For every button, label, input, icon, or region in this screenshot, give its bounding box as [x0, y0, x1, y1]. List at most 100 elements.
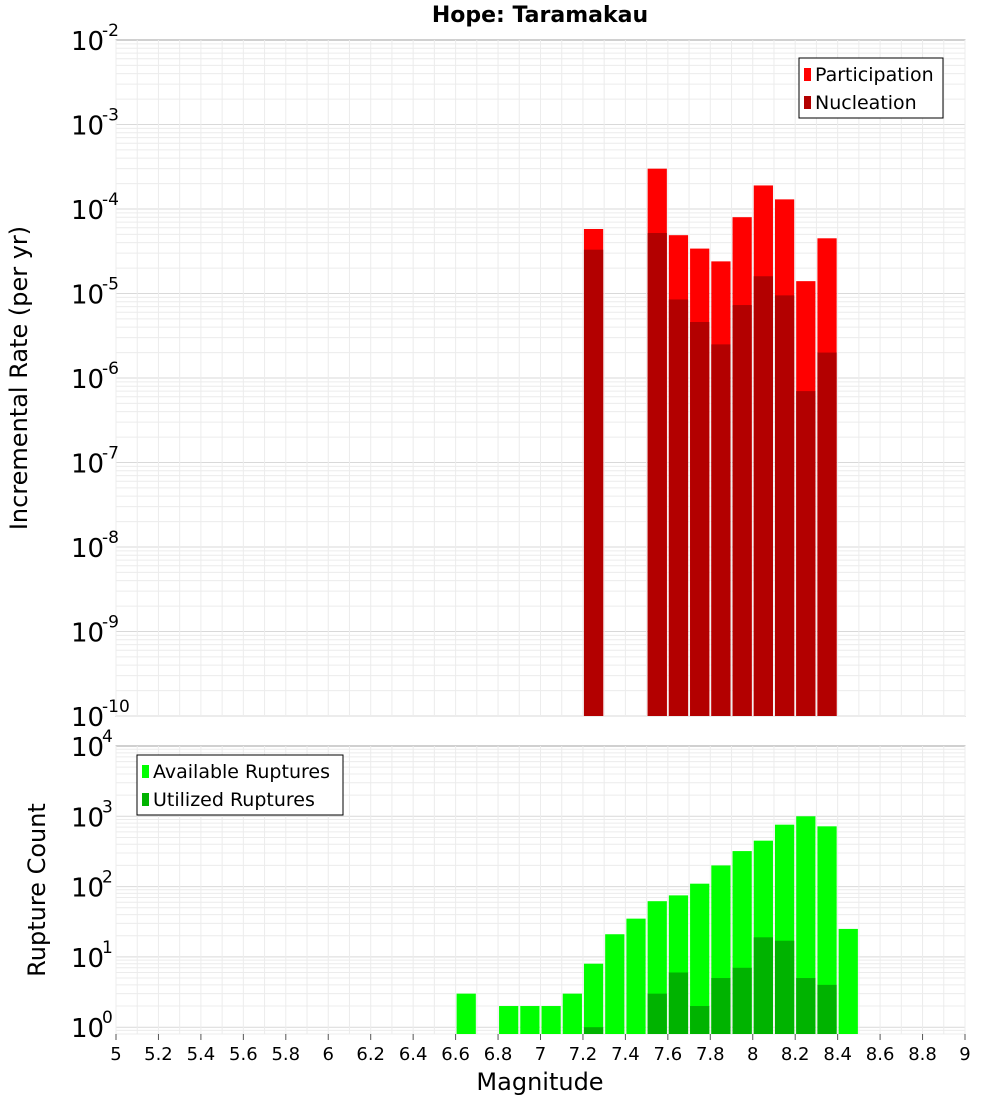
- y-tick-base: 10: [71, 450, 104, 480]
- x-tick-label: 8.6: [866, 1044, 895, 1065]
- chart-title: Hope: Taramakau: [432, 3, 648, 28]
- x-tick-label: 6: [323, 1044, 334, 1065]
- legend-label: Available Ruptures: [153, 761, 330, 783]
- bar-nucleation: [774, 295, 795, 716]
- bar-available-ruptures: [520, 1006, 540, 1034]
- bar-nucleation: [690, 321, 710, 716]
- x-tick-label: 5.4: [187, 1044, 216, 1065]
- y-tick-base: 10: [71, 944, 104, 974]
- x-tick-label: 7.2: [569, 1044, 598, 1065]
- bar-utilized-ruptures: [817, 984, 837, 1034]
- x-tick-label: 5: [110, 1044, 121, 1065]
- y-tick: 10-8: [71, 528, 119, 564]
- y-tick-base: 10: [71, 196, 104, 226]
- y-tick-exponent: -10: [102, 697, 130, 717]
- x-tick-label: 5.6: [229, 1044, 258, 1065]
- bar-available-ruptures: [541, 1006, 561, 1034]
- bar-utilized-ruptures: [774, 940, 795, 1034]
- y-tick-base: 10: [71, 874, 104, 904]
- y-tick-exponent: -7: [102, 444, 119, 464]
- y-tick-base: 10: [71, 112, 104, 142]
- bar-utilized-ruptures: [583, 1027, 604, 1034]
- y-tick: 10-7: [71, 444, 119, 480]
- y-tick: 10-2: [71, 21, 119, 57]
- bar-available-ruptures: [456, 993, 476, 1034]
- bar-utilized-ruptures: [796, 978, 816, 1034]
- bar-available-ruptures: [690, 883, 710, 1034]
- bar-nucleation: [753, 276, 773, 716]
- x-tick-label: 6.8: [484, 1044, 513, 1065]
- legend-swatch: [804, 96, 811, 109]
- y-tick: 10-5: [71, 275, 119, 311]
- bar-available-ruptures: [838, 928, 858, 1034]
- bottom-y-axis-label: Rupture Count: [23, 803, 51, 977]
- y-tick: 10-4: [71, 190, 119, 226]
- bar-nucleation: [732, 305, 752, 716]
- top-legend: Participation Nucleation: [798, 57, 944, 119]
- bottom-legend: Available Ruptures Utilized Ruptures: [136, 754, 344, 816]
- top-grid: [115, 40, 966, 717]
- y-tick-exponent: 2: [102, 868, 113, 888]
- bar-utilized-ruptures: [690, 1006, 710, 1034]
- bar-utilized-ruptures: [753, 937, 773, 1034]
- y-tick-exponent: -8: [102, 528, 119, 548]
- x-ticks: 5 5.2 5.4 5.6 5.8 6 6.2 6.4 6.6 6.8 7 7.2 7.4 7.6 7.8 8…: [110, 1034, 971, 1065]
- y-tick-exponent: -3: [102, 106, 119, 126]
- y-tick-base: 10: [71, 534, 104, 564]
- bar-available-ruptures: [562, 993, 582, 1034]
- bottom-bars: [456, 816, 858, 1034]
- legend-label: Utilized Ruptures: [153, 789, 315, 811]
- x-tick-label: 8.8: [908, 1044, 937, 1065]
- top-bars: [583, 168, 837, 717]
- y-tick: 10-10: [71, 697, 130, 733]
- x-tick-label: 6.2: [356, 1044, 385, 1065]
- y-tick-exponent: -2: [102, 21, 119, 41]
- x-tick-label: 8.2: [781, 1044, 810, 1065]
- legend-box: [136, 754, 344, 816]
- y-tick-exponent: 1: [102, 938, 113, 958]
- x-tick-label: 5.8: [271, 1044, 300, 1065]
- x-axis-label: Magnitude: [476, 1068, 603, 1096]
- x-tick-label: 9: [959, 1044, 970, 1065]
- bar-utilized-ruptures: [711, 978, 731, 1034]
- x-tick-label: 6.6: [441, 1044, 470, 1065]
- legend-swatch: [142, 793, 149, 806]
- y-tick-exponent: 3: [102, 797, 113, 817]
- legend-label: Participation: [815, 64, 934, 86]
- y-tick-exponent: 4: [102, 727, 113, 747]
- y-tick-base: 10: [71, 281, 104, 311]
- bar-nucleation: [647, 232, 667, 716]
- y-tick: 101: [71, 938, 113, 974]
- y-tick-exponent: -6: [102, 359, 119, 379]
- y-tick-base: 10: [71, 803, 104, 833]
- y-tick-exponent: -4: [102, 190, 119, 210]
- bar-available-ruptures: [626, 918, 646, 1034]
- y-tick-exponent: -5: [102, 275, 119, 295]
- y-tick-base: 10: [71, 365, 104, 395]
- x-tick-label: 7.4: [611, 1044, 640, 1065]
- top-y-axis-label: Incremental Rate (per yr): [5, 226, 33, 530]
- x-tick-label: 5.2: [144, 1044, 173, 1065]
- y-tick: 103: [71, 797, 113, 833]
- legend-swatch: [142, 765, 149, 778]
- y-tick: 10-3: [71, 106, 119, 142]
- bar-utilized-ruptures: [647, 993, 667, 1034]
- bar-available-ruptures: [817, 826, 837, 1034]
- y-tick-base: 10: [71, 1014, 104, 1044]
- bar-utilized-ruptures: [732, 967, 752, 1034]
- y-tick: 10-6: [71, 359, 119, 395]
- legend-swatch: [804, 68, 811, 81]
- x-tick-label: 8: [747, 1044, 758, 1065]
- x-tick-label: 7: [535, 1044, 546, 1065]
- bar-nucleation: [817, 352, 837, 716]
- y-tick: 102: [71, 868, 113, 904]
- bar-nucleation: [583, 249, 604, 716]
- bar-nucleation: [711, 344, 731, 716]
- legend-label: Nucleation: [815, 92, 917, 114]
- x-tick-label: 7.8: [696, 1044, 725, 1065]
- bar-available-ruptures: [499, 1006, 519, 1034]
- bar-utilized-ruptures: [668, 972, 689, 1034]
